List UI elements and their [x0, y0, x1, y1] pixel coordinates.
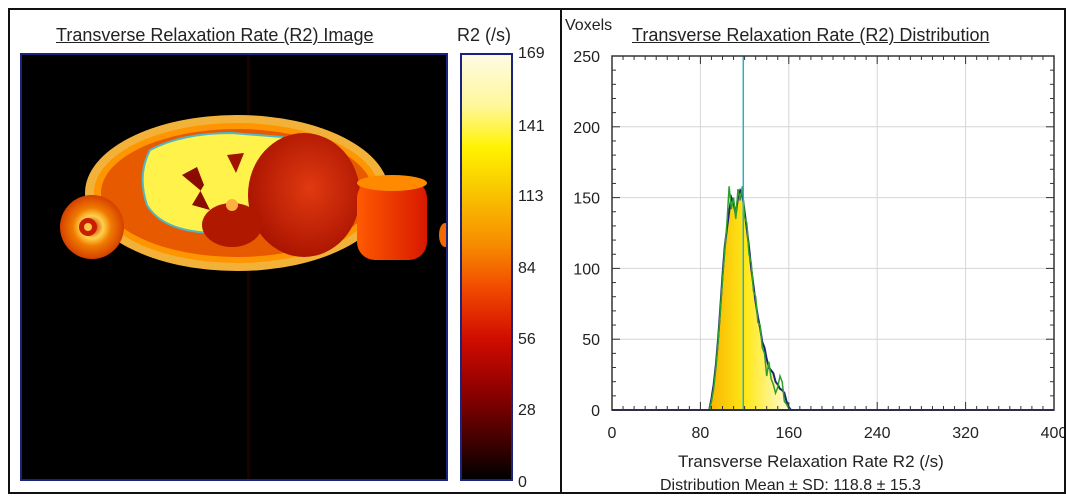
x-tick-label: 240 — [864, 425, 891, 442]
y-tick-label: 100 — [573, 261, 600, 278]
colorbar-tick-113: 113 — [518, 188, 544, 205]
histogram-title: Transverse Relaxation Rate (R2) Distribu… — [632, 25, 990, 45]
x-tick-label: 160 — [775, 425, 802, 442]
y-axis-label: Voxels — [565, 17, 613, 34]
y-tick-label: 50 — [582, 332, 600, 349]
histogram-fill — [709, 190, 792, 410]
r2-colorbar — [460, 53, 513, 481]
colorbar-tick-84: 84 — [518, 260, 536, 277]
x-tick-label: 80 — [692, 425, 710, 442]
plot-area — [612, 56, 1054, 410]
r2-map-image — [20, 53, 448, 481]
y-tick-label: 200 — [573, 120, 600, 137]
x-axis-label: Transverse Relaxation Rate R2 (/s) — [678, 452, 944, 471]
y-tick-label: 250 — [573, 49, 600, 66]
x-tick-label: 320 — [952, 425, 979, 442]
mri-slice-graphic — [60, 55, 446, 479]
colorbar-tick-56: 56 — [518, 331, 536, 348]
series-line-1 — [708, 186, 792, 411]
histogram-panel — [560, 8, 1066, 494]
colorbar-tick-28: 28 — [518, 402, 536, 419]
x-tick-label: 0 — [608, 425, 617, 442]
colorbar-tick-0: 0 — [518, 474, 527, 491]
image-panel — [8, 8, 562, 494]
y-tick-label: 150 — [573, 191, 600, 208]
colorbar-tick-141: 141 — [518, 118, 545, 135]
image-title: Transverse Relaxation Rate (R2) Image — [56, 25, 374, 45]
colorbar-tick-169: 169 — [518, 45, 545, 62]
histogram-chart: 0 80 160 240 320 400 0 50 100 150 200 250 — [573, 49, 1064, 442]
colorbar-unit-label: R2 (/s) — [457, 25, 511, 45]
distribution-stats: Distribution Mean ± SD: 118.8 ± 15.3 — [660, 477, 921, 494]
y-tick-label: 0 — [591, 403, 600, 420]
x-tick-label: 400 — [1041, 425, 1064, 442]
